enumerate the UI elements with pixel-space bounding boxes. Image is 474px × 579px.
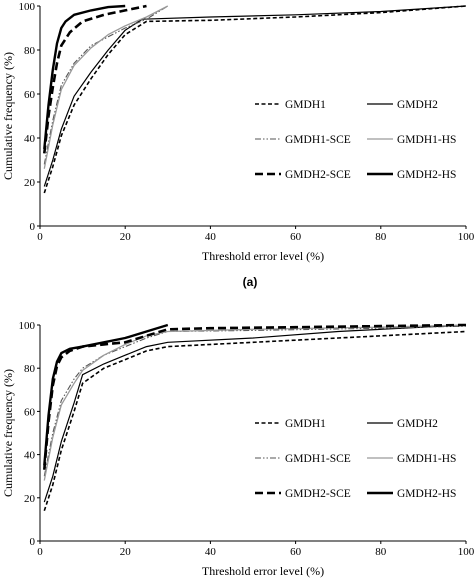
x-tick-label: 80 <box>375 546 387 558</box>
y-tick-label: 40 <box>24 450 36 462</box>
legend-label-gmdh1-hs: GMDH1-HS <box>397 134 456 146</box>
x-tick-label: 80 <box>375 231 387 243</box>
x-axis-title: Threshold error level (%) <box>202 249 324 263</box>
series-line-gmdh1-hs <box>43 5 169 169</box>
y-tick-label: 100 <box>19 1 36 13</box>
legend-label-gmdh2: GMDH2 <box>397 99 438 111</box>
legend-label-gmdh1: GMDH1 <box>285 418 326 430</box>
chart-panel-a: 0 20 40 60 80 100 0 20 40 60 80 100 Threshold error … <box>1 1 474 289</box>
series-line-gmdh2-sce <box>43 323 467 470</box>
x-tick-label: 0 <box>37 546 43 558</box>
panel-label: (a) <box>243 275 258 289</box>
chart-panel-b: 0 20 40 60 80 100 0 20 40 60 80 100 Threshold error … <box>1 320 474 578</box>
legend-label-gmdh2-hs: GMDH2-HS <box>397 488 456 500</box>
x-tick-label: 20 <box>120 231 132 243</box>
legend-label-gmdh1-sce: GMDH1-SCE <box>285 134 351 146</box>
y-tick-label: 60 <box>24 89 36 101</box>
series-line-gmdh2-sce <box>43 4 147 154</box>
x-tick-label: 100 <box>458 231 474 243</box>
series-line-gmdh1 <box>43 5 467 194</box>
y-tick-label: 80 <box>24 363 36 375</box>
legend-label-gmdh2-hs: GMDH2-HS <box>397 169 456 181</box>
series-line-gmdh2 <box>43 5 467 187</box>
x-tick-label: 100 <box>458 546 474 558</box>
series-line-gmdh1-sce <box>43 325 467 477</box>
x-tick-label: 60 <box>290 231 302 243</box>
x-tick-label: 20 <box>120 546 132 558</box>
legend-label-gmdh2-sce: GMDH2-SCE <box>285 169 351 181</box>
series-line-gmdh1 <box>43 330 467 512</box>
series-line-gmdh1-sce <box>43 5 169 165</box>
series-line-gmdh2-hs <box>43 323 169 466</box>
y-tick-label: 20 <box>24 493 36 505</box>
series-line-gmdh2-hs <box>43 4 126 150</box>
x-axis-title: Threshold error level (%) <box>202 564 324 578</box>
legend-label-gmdh2: GMDH2 <box>397 418 438 430</box>
y-tick-label: 80 <box>24 45 36 57</box>
y-axis-title: Cumulative frequency (%) <box>1 369 15 497</box>
legend-label-gmdh1-hs: GMDH1-HS <box>397 453 456 465</box>
x-tick-label: 60 <box>290 546 302 558</box>
y-axis-title: Cumulative frequency (%) <box>1 52 15 180</box>
y-tick-label: 60 <box>24 406 36 418</box>
legend-label-gmdh2-sce: GMDH2-SCE <box>285 488 351 500</box>
y-tick-label: 40 <box>24 133 36 145</box>
y-tick-label: 0 <box>30 221 36 233</box>
y-tick-label: 100 <box>19 320 36 332</box>
series-line-gmdh2 <box>43 324 467 503</box>
x-tick-label: 40 <box>205 231 217 243</box>
legend-label-gmdh1: GMDH1 <box>285 99 326 111</box>
y-tick-label: 20 <box>24 177 36 189</box>
series-line-gmdh1-hs <box>43 324 467 481</box>
x-tick-label: 0 <box>37 231 43 243</box>
x-tick-label: 40 <box>205 546 217 558</box>
y-tick-label: 0 <box>30 536 36 548</box>
legend-label-gmdh1-sce: GMDH1-SCE <box>285 453 351 465</box>
